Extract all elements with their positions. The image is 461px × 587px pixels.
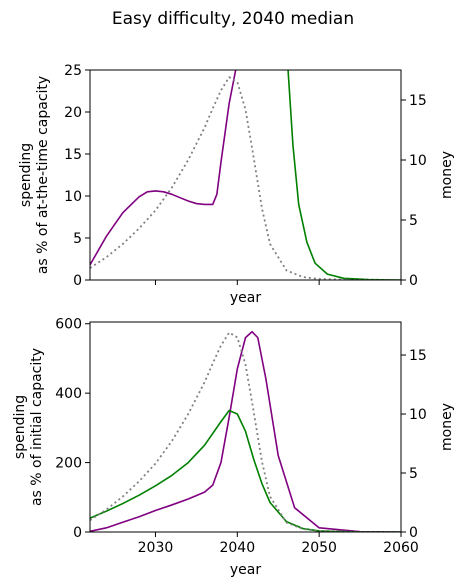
plot-frame [89,321,402,533]
y-tick-label-left: 5 [73,231,82,247]
y-tick-label-left: 0 [73,525,82,541]
y-tick-label-left: 10 [64,189,82,205]
top-panel: 0 5 10 15 20 25 0 5 10 15 year spending as % of at-t… [18,63,455,306]
y-tick-label-right: 15 [409,348,427,364]
y-tick-label-left: 20 [64,105,82,121]
series-line-2 [90,76,401,280]
plot-frame [89,69,402,281]
series-line-0 [90,330,401,532]
y-tick-label-right: 10 [409,407,427,423]
y-tick-label-right: 0 [409,525,418,541]
x-axis-label: year [230,562,261,578]
y-tick-label-left: 200 [55,456,82,472]
x-tick-label: 2060 [383,540,419,556]
y-axis-label-right: money [439,151,455,199]
y-axis-label-left: as % of at-the-time capacity [35,76,51,274]
y-axis-label-left: spending [18,143,34,207]
series-line-0 [90,70,237,266]
y-axis-label-left: spending [12,395,28,459]
y-axis-label-right: money [439,403,455,451]
y-tick-label-right: 15 [409,93,427,109]
y-tick-label-right: 5 [409,213,418,229]
y-tick-label-left: 15 [64,147,82,163]
x-tick-label: 2040 [219,540,255,556]
series-line-1 [90,409,401,532]
series-line-2 [90,331,401,532]
y-tick-label-right: 0 [409,273,418,289]
y-tick-label-left: 0 [73,273,82,289]
y-tick-label-left: 600 [55,317,82,333]
y-axis-label-left: as % of initial capacity [29,348,45,506]
series-line-1 [287,70,401,280]
y-tick-label-right: 5 [409,466,418,482]
x-axis-label: year [230,290,261,306]
x-tick-label: 2050 [301,540,337,556]
bottom-panel: 2030 2040 2050 20600200400600051015yearspen… [12,317,455,578]
y-tick-label-left: 400 [55,386,82,402]
y-tick-label-left: 25 [64,63,82,79]
figure-title: Easy difficulty, 2040 median [112,9,354,29]
y-tick-label-right: 10 [409,153,427,169]
x-tick-label: 2030 [138,540,174,556]
